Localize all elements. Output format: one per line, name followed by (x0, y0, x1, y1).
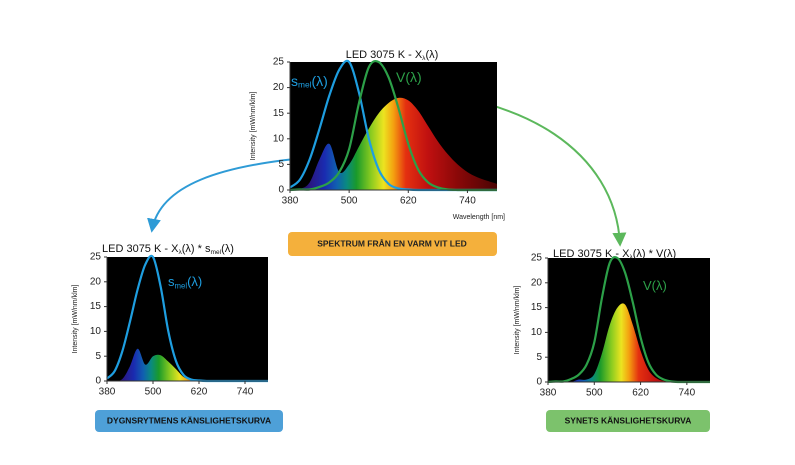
curve-label: V(λ) (643, 278, 667, 293)
spectrum-area (290, 97, 497, 190)
x-tick-label: 500 (145, 387, 162, 398)
text-part: λ (178, 249, 182, 256)
x-tick-label: 380 (540, 388, 557, 399)
caption: SYNETS KÄNSLIGHETSKURVA (565, 415, 692, 425)
y-tick-label: 15 (90, 301, 102, 312)
text-part: (λ) * V(λ) (633, 248, 676, 260)
caption-box (546, 410, 710, 432)
y-tick-label: 0 (278, 185, 284, 196)
y-tick-label: 20 (531, 277, 543, 288)
y-tick-label: 20 (90, 276, 102, 287)
chart-title: LED 3075 K - Xλ(λ) (346, 49, 439, 62)
text-part: V(λ) (643, 278, 667, 293)
x-tick-label: 620 (632, 388, 649, 399)
text-part: (λ) (425, 49, 438, 61)
text-part: (λ) (221, 243, 234, 255)
text-part: V(λ) (396, 69, 422, 85)
y-axis-label: Intensity [mW/nm/klm] (72, 285, 79, 354)
spectrum-area (107, 348, 268, 382)
text-part: (λ) (187, 274, 202, 289)
text-part: λ (422, 55, 426, 62)
y-tick-label: 5 (278, 159, 284, 170)
text-part: LED 3075 K - X (346, 49, 423, 61)
x-tick-label: 380 (282, 196, 299, 207)
text-part: (λ) * s (182, 243, 211, 255)
text-part: λ (629, 254, 633, 261)
x-tick-label: 740 (679, 388, 696, 399)
caption-box (95, 410, 283, 432)
chart-title: LED 3075 K - Xλ(λ) * smel(λ) (102, 243, 234, 256)
y-tick-label: 15 (531, 302, 543, 313)
y-axis-label: Intensity [mW/nm/klm] (514, 286, 521, 355)
chart-title: LED 3075 K - Xλ(λ) * V(λ) (553, 248, 676, 261)
curve-label: smel(λ) (168, 274, 202, 290)
y-tick-label: 25 (90, 252, 102, 263)
y-tick-label: 10 (90, 326, 102, 337)
y-axis-label: Intensity [mW/nm/klm] (250, 92, 257, 161)
x-tick-label: 500 (586, 388, 603, 399)
y-tick-label: 5 (95, 351, 101, 362)
y-tick-label: 10 (531, 327, 543, 338)
x-axis-label: Wavelength [nm] (453, 214, 505, 221)
curve-label: V(λ) (396, 69, 422, 85)
x-tick-label: 620 (400, 196, 417, 207)
text-part: LED 3075 K - X (553, 248, 630, 260)
arrow (147, 156, 316, 233)
y-tick-label: 0 (536, 377, 542, 388)
curve-label: smel(λ) (291, 73, 328, 90)
x-tick-label: 620 (191, 387, 208, 398)
x-tick-label: 740 (459, 196, 476, 207)
x-tick-label: 500 (341, 196, 358, 207)
y-tick-label: 20 (273, 82, 285, 93)
caption: SPEKTRUM FRÅN EN VARM VIT LED (317, 238, 467, 248)
text-part: (λ) (312, 73, 328, 89)
y-tick-label: 5 (536, 352, 542, 363)
text-part: s (168, 274, 175, 289)
text-part: mel (210, 249, 221, 256)
y-tick-label: 10 (273, 133, 285, 144)
y-tick-label: 0 (95, 376, 101, 387)
y-tick-label: 25 (531, 253, 543, 264)
caption-box (288, 232, 497, 256)
text-part: LED 3075 K - X (102, 243, 179, 255)
x-tick-label: 380 (99, 387, 116, 398)
caption: DYGNSRYTMENS KÄNSLIGHETSKURVA (107, 415, 271, 425)
y-tick-label: 15 (273, 108, 285, 119)
text-part: mel (298, 80, 312, 90)
x-tick-label: 740 (237, 387, 254, 398)
y-tick-label: 25 (273, 57, 285, 68)
text-part: mel (175, 281, 188, 290)
text-part: s (291, 73, 298, 89)
spectrum-area (548, 303, 710, 383)
